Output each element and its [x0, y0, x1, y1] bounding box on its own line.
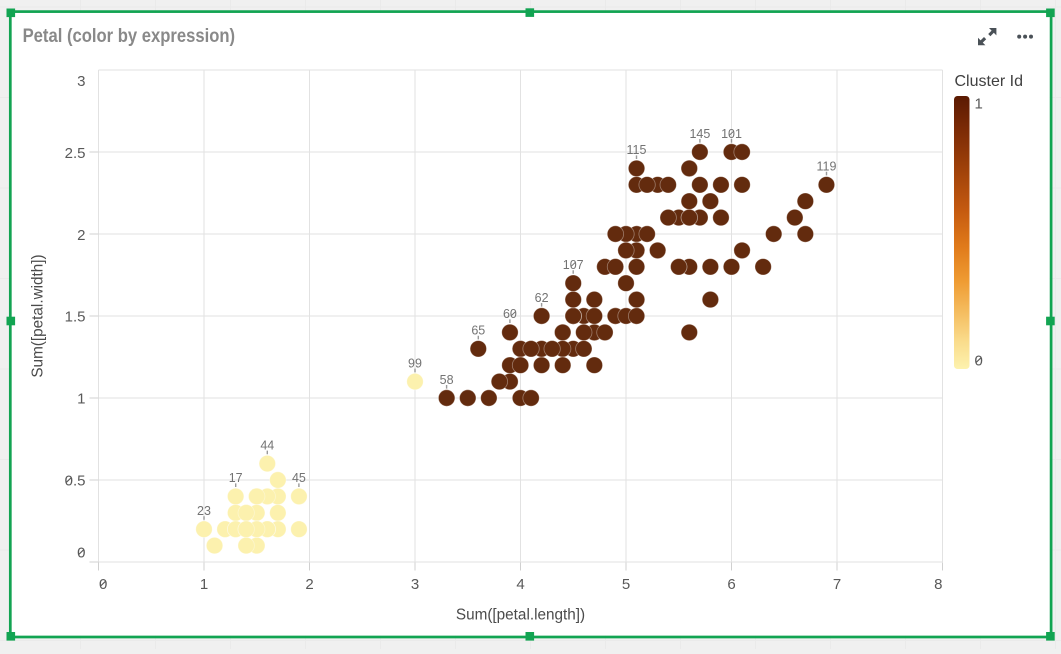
svg-text:145: 145 [689, 127, 710, 141]
svg-text:65: 65 [471, 324, 485, 338]
svg-text:0: 0 [975, 353, 983, 370]
svg-text:2: 2 [77, 227, 85, 244]
svg-text:58: 58 [440, 373, 454, 387]
svg-text:Petal (color by expression): Petal (color by expression) [23, 25, 235, 47]
svg-text:Sum([petal.length]): Sum([petal.length]) [456, 607, 585, 624]
svg-text:4: 4 [516, 576, 524, 593]
svg-text:Sum([petal.width]): Sum([petal.width]) [30, 254, 47, 377]
svg-text:2.5: 2.5 [65, 145, 86, 162]
svg-text:62: 62 [535, 291, 549, 305]
svg-text:1: 1 [975, 96, 983, 113]
svg-text:17: 17 [229, 471, 243, 485]
svg-text:1: 1 [200, 576, 208, 593]
svg-text:3: 3 [411, 576, 419, 593]
svg-text:3: 3 [77, 73, 85, 90]
svg-text:5: 5 [622, 576, 630, 593]
svg-text:0: 0 [99, 576, 107, 593]
svg-text:Cluster Id: Cluster Id [955, 73, 1023, 90]
svg-text:0: 0 [77, 545, 85, 562]
svg-text:7: 7 [833, 576, 841, 593]
svg-text:119: 119 [817, 160, 837, 174]
svg-text:60: 60 [503, 307, 517, 321]
svg-text:1: 1 [77, 391, 85, 408]
svg-text:8: 8 [934, 576, 942, 593]
svg-text:6: 6 [727, 576, 735, 593]
svg-text:115: 115 [627, 143, 647, 157]
svg-text:99: 99 [408, 356, 422, 370]
svg-text:2: 2 [305, 576, 313, 593]
svg-text:23: 23 [197, 504, 211, 518]
svg-text:44: 44 [260, 438, 274, 452]
svg-text:0.5: 0.5 [65, 473, 86, 490]
svg-text:1.5: 1.5 [65, 309, 86, 326]
svg-text:45: 45 [292, 471, 306, 485]
